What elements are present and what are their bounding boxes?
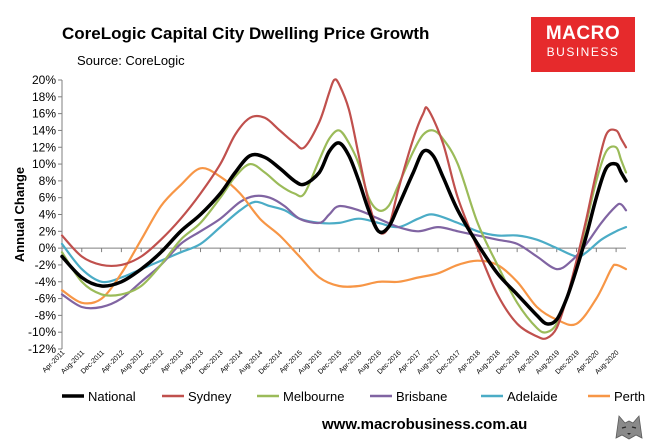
legend-label-national: National — [88, 389, 136, 404]
series-line-sydney — [60, 78, 628, 340]
logo-line2: BUSINESS — [546, 45, 620, 59]
chart-series-group — [60, 78, 628, 340]
y-tick-label: 20% — [32, 73, 56, 87]
legend-label-adelaide: Adelaide — [507, 389, 558, 404]
logo-line1: MACRO — [545, 23, 621, 44]
macrobusiness-logo: MACRO BUSINESS — [531, 17, 635, 72]
series-line-adelaide — [60, 200, 628, 284]
series-line-brisbane — [60, 194, 628, 310]
y-tick-label: 0% — [39, 241, 57, 255]
footer-website: www.macrobusiness.com.au — [322, 416, 528, 433]
series-line-national — [60, 141, 628, 326]
y-tick-label: 18% — [32, 90, 56, 104]
y-tick-label: 8% — [39, 174, 57, 188]
y-tick-label: -4% — [35, 275, 57, 289]
series-line-perth — [60, 166, 628, 327]
y-axis-title: Annual Change — [12, 167, 27, 262]
chart-title: CoreLogic Capital City Dwelling Price Gr… — [62, 24, 430, 43]
y-tick-label: 4% — [39, 208, 57, 222]
chart-legend: National Sydney Melbourne Brisbane Adelaide P… — [62, 389, 645, 404]
y-tick-label: -6% — [35, 292, 57, 306]
legend-label-brisbane: Brisbane — [396, 389, 447, 404]
y-tick-label: 16% — [32, 107, 56, 121]
y-tick-label: 2% — [39, 224, 57, 238]
wolf-logo-icon — [615, 415, 643, 440]
y-tick-label: 6% — [39, 191, 57, 205]
y-tick-label: -8% — [35, 308, 57, 322]
y-tick-label: -10% — [28, 325, 56, 339]
y-tick-label: 14% — [32, 123, 56, 137]
y-tick-label: -2% — [35, 258, 57, 272]
y-tick-label: 10% — [32, 157, 56, 171]
y-tick-label: 12% — [32, 140, 56, 154]
legend-label-perth: Perth — [614, 389, 645, 404]
chart-subtitle: Source: CoreLogic — [77, 53, 185, 68]
legend-label-sydney: Sydney — [188, 389, 232, 404]
chart-axes: -12% -10% -8% -6% -4% -2% 0% 2% 4% 6% 8% 10% 12% 14% 1… — [12, 73, 626, 376]
y-tick-label: -12% — [28, 342, 56, 356]
legend-label-melbourne: Melbourne — [283, 389, 344, 404]
